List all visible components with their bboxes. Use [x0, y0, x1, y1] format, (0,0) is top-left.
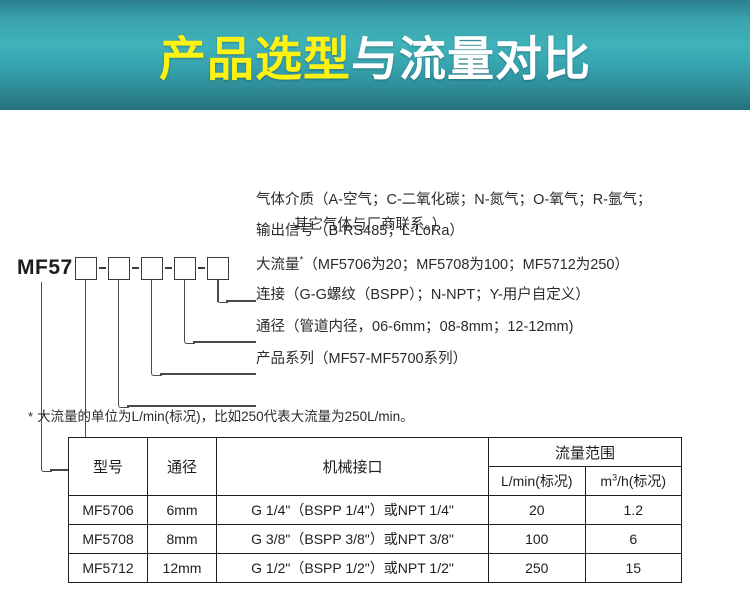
cell-flow-m3h: 1.2: [584, 495, 682, 525]
table-row: MF5712 12mm G 1/2"（BSPP 1/2"）或NPT 1/2" 2…: [68, 553, 682, 583]
cell-flow-m3h: 15: [584, 553, 682, 583]
leader-corner-connection: [118, 280, 129, 408]
model-code-dash-3: [165, 267, 172, 269]
cell-flow-lmin: 100: [488, 524, 586, 554]
leader-line-output-signal-horizontal: [193, 341, 256, 343]
footnote-star: *: [28, 409, 34, 424]
leader-line-max-flow-horizontal: [160, 373, 256, 375]
leader-line-gas-medium-horizontal: [226, 300, 256, 302]
leader-label-connection: 连接（G-G螺纹（BSPP）；N-NPT；Y-用户自定义）: [256, 287, 590, 303]
leader-label-bore: 通径（管道内径，06-6mm；08-8mm；12-12mm): [256, 319, 574, 335]
model-code-box-5: [207, 257, 229, 280]
leader-corner-gas-medium: [217, 280, 228, 303]
page-banner: 产品选型与流量对比: [0, 0, 750, 110]
leader-label-gas-medium-line1: 气体介质（A-空气；C-二氧化碳；N-氮气；O-氧气；R-氩气；: [256, 192, 652, 208]
cell-model: MF5712: [68, 553, 148, 583]
model-code-diagram: MF57 气体介质（A-空气；C-二氧化碳；N-氮气；O-氧气；R-氩气； 其它…: [0, 110, 750, 472]
flow-m3h-suffix: /h(标况): [617, 473, 667, 489]
cell-connection: G 3/8"（BSPP 3/8"）或NPT 3/8": [216, 524, 489, 554]
table-head: 型号 通径 机械接口 流量范围 L/min(标况) m3/h(标况): [68, 437, 682, 496]
specification-table: 型号 通径 机械接口 流量范围 L/min(标况) m3/h(标况) MF570…: [68, 437, 682, 583]
leader-line-connection-horizontal: [127, 405, 256, 407]
table-body: MF5706 6mm G 1/4"（BSPP 1/4"）或NPT 1/4" 20…: [68, 495, 682, 583]
cell-bore: 6mm: [147, 495, 217, 525]
leader-label-gas-medium-line2: 其它气体与厂商联系。）: [294, 217, 447, 233]
cell-connection: G 1/2"（BSPP 1/2"）或NPT 1/2": [216, 553, 489, 583]
cell-flow-lmin: 20: [488, 495, 586, 525]
column-header-flow-lmin: L/min(标况): [488, 466, 586, 496]
leader-label-max-flow: 大流量*（MF5706为20；MF5708为100；MF5712为250）: [256, 255, 629, 273]
cell-model: MF5706: [68, 495, 148, 525]
page-title-highlight: 产品选型: [159, 32, 351, 86]
table-header-row-2: L/min(标况) m3/h(标况): [69, 466, 682, 496]
flow-m3h-superscript: 3: [612, 472, 618, 483]
cell-bore: 8mm: [147, 524, 217, 554]
cell-flow-lmin: 250: [488, 553, 586, 583]
model-code-box-2: [108, 257, 130, 280]
cell-model: MF5708: [68, 524, 148, 554]
leader-label-product-series: 产品系列（MF57-MF5700系列）: [256, 351, 468, 367]
model-code-dash-2: [132, 267, 139, 269]
column-header-connection: 机械接口: [216, 437, 489, 496]
model-code-dash-1: [99, 267, 106, 269]
footnote: * 大流量的单位为L/min(标况)，比如250代表大流量为250L/min。: [28, 405, 414, 425]
table-row: MF5708 8mm G 3/8"（BSPP 3/8"）或NPT 3/8" 10…: [68, 524, 682, 554]
column-header-model: 型号: [68, 437, 148, 496]
leader-corner-max-flow: [151, 280, 162, 376]
column-header-flow-m3h: m3/h(标况): [584, 466, 682, 496]
table-row: MF5706 6mm G 1/4"（BSPP 1/4"）或NPT 1/4" 20…: [68, 495, 682, 525]
column-header-flow-range: 流量范围: [488, 437, 682, 467]
leader-label-output-signal: 输出信号（B-RS485；L-LoRa）: [256, 223, 464, 239]
footnote-text: 大流量的单位为L/min(标况)，比如250代表大流量为250L/min。: [37, 409, 414, 424]
leader-label-max-flow-suffix: （MF5706为20；MF5708为100；MF5712为250）: [303, 256, 629, 273]
page-title-rest: 与流量对比: [351, 32, 591, 86]
cell-bore: 12mm: [147, 553, 217, 583]
leader-corner-product-series: [41, 282, 52, 472]
leader-label-max-flow-prefix: 大流量: [256, 256, 300, 273]
model-code-prefix: MF57: [17, 256, 73, 279]
leader-corner-output-signal: [184, 280, 195, 344]
flow-m3h-prefix: m: [600, 473, 613, 489]
page-title: 产品选型与流量对比: [0, 21, 750, 90]
model-code-box-1: [75, 257, 97, 280]
column-header-bore: 通径: [147, 437, 217, 496]
model-code-box-4: [174, 257, 196, 280]
cell-connection: G 1/4"（BSPP 1/4"）或NPT 1/4": [216, 495, 489, 525]
model-code-dash-4: [198, 267, 205, 269]
model-code-box-3: [141, 257, 163, 280]
leader-label-max-flow-star: *: [299, 255, 304, 266]
table-header-row-1: 型号 通径 机械接口 流量范围: [68, 437, 682, 496]
cell-flow-m3h: 6: [584, 524, 682, 554]
